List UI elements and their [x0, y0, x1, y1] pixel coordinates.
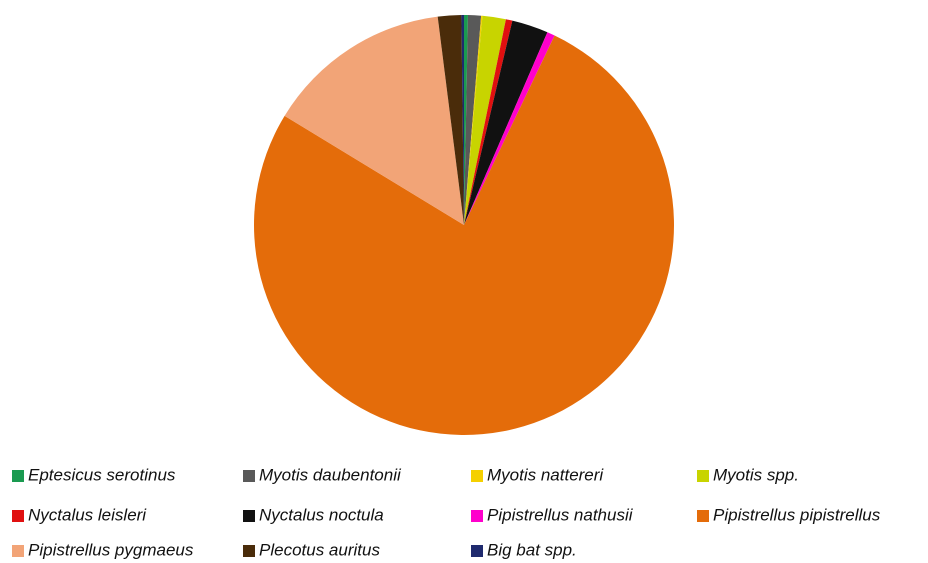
legend-label: Myotis daubentonii [259, 465, 402, 484]
pie-slice [437, 15, 464, 225]
legend-label: Nyctalus leisleri [28, 505, 147, 524]
legend-swatch [471, 545, 483, 557]
pie-slice [464, 15, 506, 226]
legend-swatch [243, 510, 255, 522]
legend-swatch [697, 470, 709, 482]
pie-slice [464, 15, 482, 225]
pie-slice [284, 16, 464, 225]
pie-slice [464, 20, 548, 226]
legend-label: Myotis nattereri [487, 465, 604, 484]
pie-slice [464, 15, 483, 226]
legend-label: Myotis spp. [713, 465, 799, 484]
legend-label: Plecotus auritus [259, 540, 380, 559]
pie-slice [464, 15, 468, 225]
pie-slice [253, 35, 674, 435]
legend-swatch [471, 470, 483, 482]
legend-swatch [471, 510, 483, 522]
legend-label: Pipistrellus pygmaeus [28, 540, 194, 559]
legend-swatch [12, 545, 24, 557]
legend-swatch [243, 470, 255, 482]
pie-slice [461, 15, 464, 225]
legend-label: Pipistrellus nathusii [487, 505, 634, 524]
legend-label: Eptesicus serotinus [28, 465, 176, 484]
legend-swatch [697, 510, 709, 522]
legend-swatch [12, 470, 24, 482]
legend-label: Big bat spp. [487, 540, 577, 559]
legend-label: Pipistrellus pipistrellus [713, 505, 881, 524]
legend-swatch [12, 510, 24, 522]
legend-label: Nyctalus noctula [259, 505, 384, 524]
legend-swatch [243, 545, 255, 557]
pie-slice [464, 32, 555, 225]
pie-slice [464, 19, 513, 225]
